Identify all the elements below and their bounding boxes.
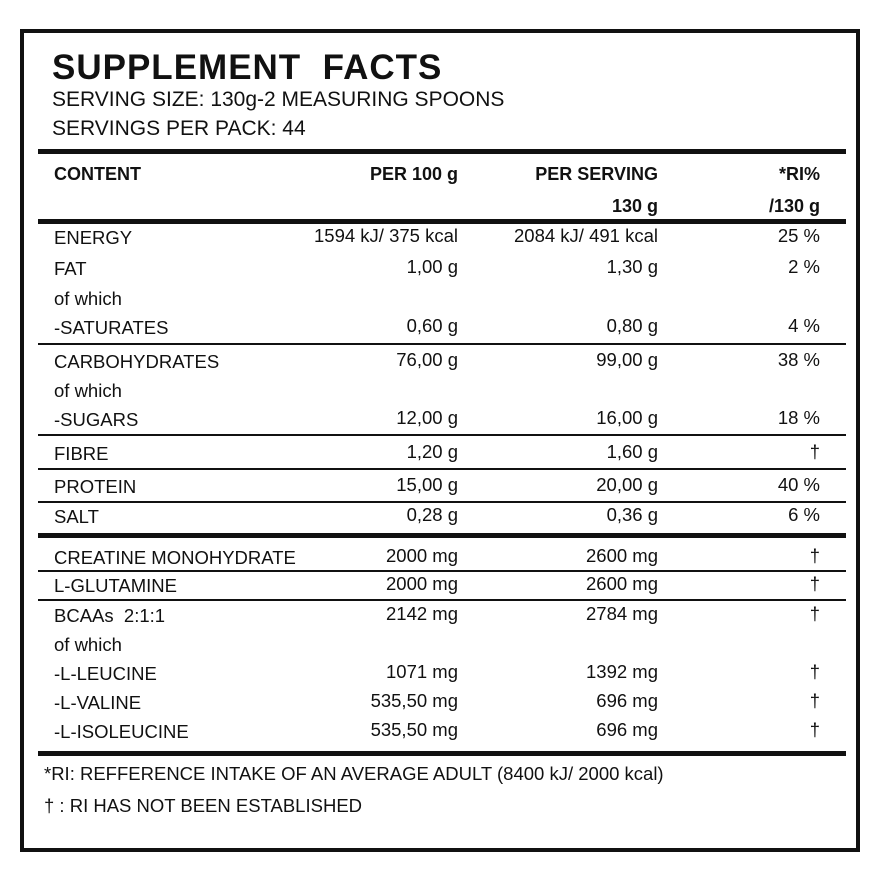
row-label: BCAAs 2:1:1 (54, 605, 166, 626)
row-label: -SUGARS (54, 409, 139, 430)
row-per100: 2000 mg (386, 573, 458, 594)
label-frame (20, 29, 860, 852)
ri-footnote: *RI: REFFERENCE INTAKE OF AN AVERAGE ADU… (44, 763, 664, 784)
row-label: CARBOHYDRATES (54, 351, 220, 372)
header-rule-bottom (38, 219, 846, 224)
row-divider (38, 343, 846, 345)
serving-size: SERVING SIZE: 130g-2 MEASURING SPOONS (52, 88, 505, 111)
row-per100: 2000 mg (386, 545, 458, 566)
row-label: PROTEIN (54, 476, 137, 497)
row-per-serving: 20,00 g (596, 474, 658, 495)
row-per-serving: 16,00 g (596, 407, 658, 428)
col-header-content: CONTENT (54, 164, 141, 184)
row-per100: 535,50 mg (370, 719, 458, 740)
row-ri: † (809, 719, 820, 740)
row-ri: 6 % (788, 504, 820, 525)
row-per100: 15,00 g (396, 474, 458, 495)
row-ri: † (809, 573, 820, 594)
row-divider (38, 570, 846, 572)
row-per100: 1594 kJ/ 375 kcal (314, 225, 458, 246)
row-label: -L-VALINE (54, 692, 142, 713)
row-ri: 25 % (777, 225, 820, 246)
row-label: ENERGY (54, 227, 133, 248)
row-label: -L-ISOLEUCINE (54, 721, 189, 742)
section-rule (38, 533, 846, 538)
row-per-serving: 1,60 g (606, 441, 658, 462)
row-per100: 0,28 g (406, 504, 458, 525)
row-label: FIBRE (54, 443, 109, 464)
row-per-serving: 696 mg (596, 690, 658, 711)
row-ri: 18 % (777, 407, 820, 428)
row-label: of which (54, 634, 122, 655)
row-per100: 1,20 g (406, 441, 458, 462)
row-per100: 0,60 g (406, 315, 458, 336)
row-per100: 1071 mg (386, 661, 458, 682)
row-divider (38, 501, 846, 503)
row-per100: 535,50 mg (370, 690, 458, 711)
servings-per-pack: SERVINGS PER PACK: 44 (52, 117, 306, 140)
row-label: -SATURATES (54, 317, 169, 338)
row-per-serving: 99,00 g (596, 349, 658, 370)
row-per-serving: 2600 mg (586, 545, 658, 566)
row-label: SALT (54, 506, 99, 527)
col-header-per100: PER 100 g (369, 164, 458, 184)
row-ri: 4 % (788, 315, 820, 336)
row-divider (38, 434, 846, 436)
row-per-serving: 696 mg (596, 719, 658, 740)
row-divider (38, 468, 846, 470)
col-header-per-serving: PER SERVING (535, 164, 658, 184)
col-header-ri-unit: /130 g (768, 196, 820, 216)
row-label: of which (54, 288, 122, 309)
row-label: of which (54, 380, 122, 401)
table-bottom-rule (38, 751, 846, 756)
row-per100: 1,00 g (406, 256, 458, 277)
row-per-serving: 0,80 g (606, 315, 658, 336)
row-per-serving: 1392 mg (586, 661, 658, 682)
row-ri: 40 % (777, 474, 820, 495)
label-title: SUPPLEMENT FACTS (52, 48, 443, 87)
row-per100: 76,00 g (396, 349, 458, 370)
row-ri: 2 % (788, 256, 820, 277)
row-per-serving: 2784 mg (586, 603, 658, 624)
row-label: L-GLUTAMINE (54, 575, 178, 596)
row-ri: † (809, 690, 820, 711)
row-label: CREATINE MONOHYDRATE (54, 547, 296, 568)
row-per-serving: 2084 kJ/ 491 kcal (514, 225, 658, 246)
row-ri: 38 % (777, 349, 820, 370)
row-per-serving: 2600 mg (586, 573, 658, 594)
row-label: FAT (54, 258, 87, 279)
col-header-ri: *RI% (778, 164, 820, 184)
row-per-serving: 0,36 g (606, 504, 658, 525)
row-ri: † (809, 603, 820, 624)
col-header-per-serving-unit: 130 g (611, 196, 658, 216)
row-ri: † (809, 545, 820, 566)
row-ri: † (809, 441, 820, 462)
row-divider (38, 599, 846, 601)
row-per100: 2142 mg (386, 603, 458, 624)
row-per100: 12,00 g (396, 407, 458, 428)
header-rule-top (38, 149, 846, 154)
dagger-footnote: † : RI HAS NOT BEEN ESTABLISHED (44, 795, 363, 816)
row-per-serving: 1,30 g (606, 256, 658, 277)
row-ri: † (809, 661, 820, 682)
row-label: -L-LEUCINE (54, 663, 157, 684)
